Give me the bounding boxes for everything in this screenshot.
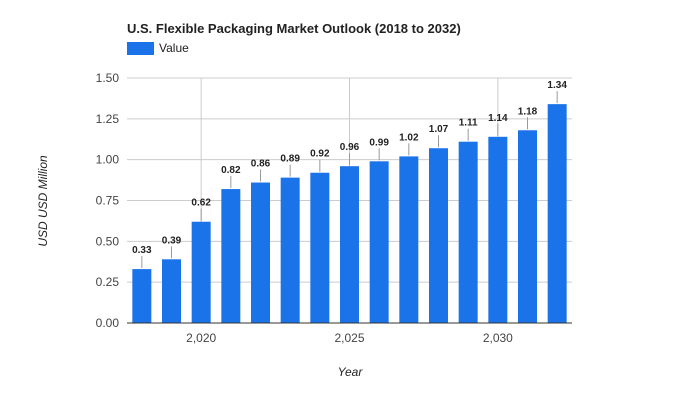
legend: Value [127,41,189,55]
x-tick-label: 2,020 [186,331,216,345]
chart-title: U.S. Flexible Packaging Market Outlook (… [127,21,461,36]
bar [547,104,567,323]
legend-swatch [127,41,154,55]
bar [429,148,448,323]
bar [340,166,359,323]
y-tick-label: 0.25 [96,275,120,289]
data-label: 1.07 [429,124,449,135]
data-label: 0.82 [221,165,241,176]
bar [221,189,241,323]
data-label: 1.14 [488,113,508,124]
x-tick-label: 2,030 [483,331,513,345]
data-label: 0.86 [251,159,271,170]
bar [458,141,478,323]
data-label: 0.33 [132,245,152,256]
y-tick-label: 0.75 [96,194,120,208]
data-label: 0.96 [340,142,360,153]
y-tick-label: 0.50 [96,234,120,248]
bar [369,161,389,323]
data-label: 0.89 [280,154,300,165]
bar [310,172,330,323]
y-tick-label: 0.00 [96,316,120,330]
bar [518,130,537,323]
data-label: 0.39 [162,235,182,246]
axes: 0.00 0.25 0.50 0.75 1.00 1.25 1.50 2,020 2,025 2,… [96,71,572,345]
y-tick-label: 1.25 [96,112,120,126]
bar [399,156,419,323]
data-label: 1.34 [547,80,567,91]
data-label: 1.11 [459,118,478,129]
bars [132,104,567,323]
bar [280,177,300,323]
bar [191,221,211,323]
data-label: 0.99 [369,137,389,148]
bar [488,136,508,323]
y-tick-label: 1.00 [96,153,120,167]
data-label: 1.18 [518,106,538,117]
data-labels: 0.33 0.39 0.62 0.82 0.86 0.89 0.92 0.96 0.99 1.02… [132,80,567,269]
legend-label: Value [159,41,189,55]
bar [162,259,181,323]
bar [251,182,270,323]
y-tick-label: 1.50 [96,71,120,85]
data-label: 0.92 [310,149,330,160]
bar [132,269,152,323]
y-axis-title: USD USD Million [36,155,50,247]
data-label: 0.62 [191,198,211,209]
x-axis-title: Year [338,365,364,379]
data-label: 1.02 [399,132,419,143]
x-tick-label: 2,025 [334,331,364,345]
